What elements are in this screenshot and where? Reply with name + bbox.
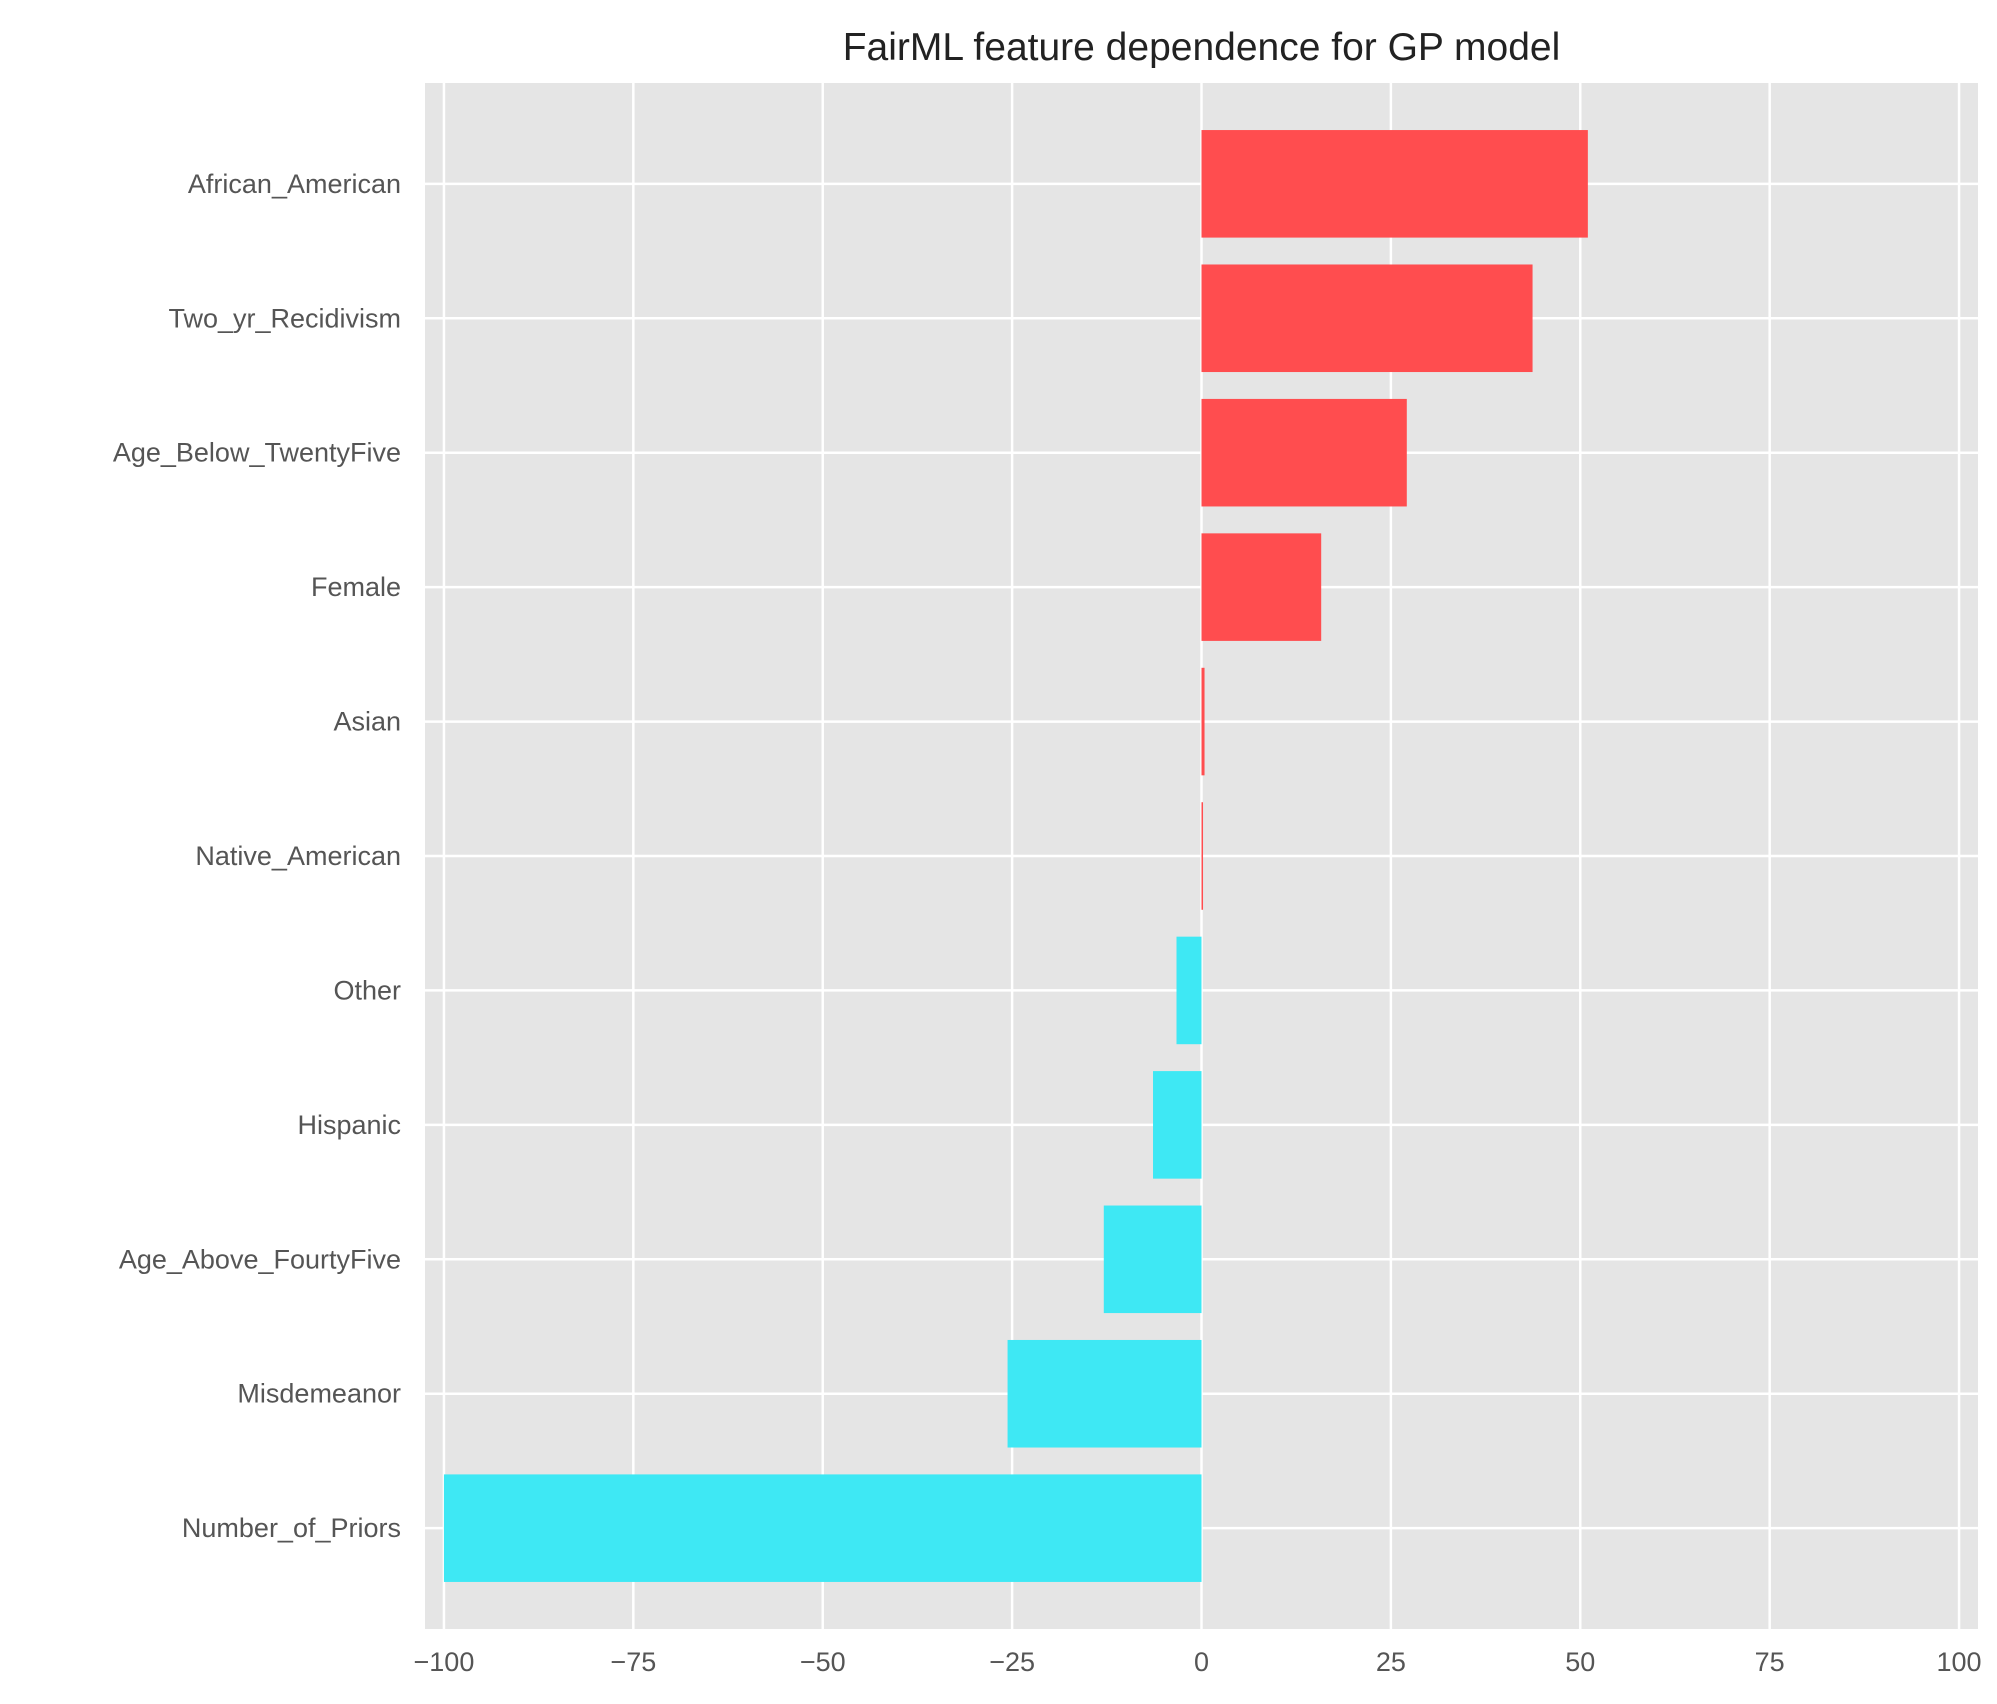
- bar-native-american: [1201, 802, 1204, 910]
- y-tick-label: African_American: [188, 169, 401, 199]
- bar-african-american: [1201, 130, 1588, 238]
- x-tick-label: −50: [800, 1647, 846, 1677]
- x-tick-label: 50: [1565, 1647, 1595, 1677]
- x-tick-label: −25: [989, 1647, 1035, 1677]
- x-tick-label: 100: [1937, 1647, 1982, 1677]
- bar-age-below-twentyfive: [1201, 398, 1407, 507]
- bar-misdemeanor: [1007, 1339, 1202, 1448]
- y-tick-label: Two_yr_Recidivism: [168, 303, 401, 333]
- chart-title: FairML feature dependence for GP model: [843, 26, 1561, 69]
- y-tick-labels: African_American Two_yr_Recidivism Age_Bel…: [113, 169, 401, 1543]
- bar-hispanic: [1153, 1071, 1202, 1179]
- y-tick-label: Female: [311, 572, 401, 602]
- x-tick-label: −100: [414, 1647, 475, 1677]
- x-tick-label: 75: [1755, 1647, 1785, 1677]
- y-tick-label: Asian: [333, 707, 401, 737]
- y-tick-label: Misdemeanor: [237, 1379, 401, 1409]
- x-tick-label: 0: [1194, 1647, 1209, 1677]
- y-tick-label: Other: [333, 975, 401, 1005]
- y-tick-label: Age_Below_TwentyFive: [113, 438, 401, 468]
- x-tick-labels: −100 −75 −50 −25 0 25 50 75 100: [414, 1647, 1982, 1677]
- bar-two-yr-recidivism: [1201, 264, 1533, 373]
- x-tick-label: −75: [610, 1647, 656, 1677]
- bar-asian: [1201, 667, 1205, 776]
- bar-other: [1176, 936, 1202, 1045]
- y-tick-label: Native_American: [195, 841, 401, 871]
- bar-female: [1201, 533, 1322, 641]
- y-tick-label: Hispanic: [297, 1110, 401, 1140]
- bar-age-above-fourtyfive: [1103, 1205, 1202, 1314]
- bar-number-of-priors: [443, 1474, 1202, 1582]
- y-tick-label: Number_of_Priors: [182, 1513, 401, 1543]
- bars: [443, 130, 1588, 1582]
- y-tick-label: Age_Above_FourtyFive: [119, 1244, 401, 1274]
- x-tick-label: 25: [1376, 1647, 1406, 1677]
